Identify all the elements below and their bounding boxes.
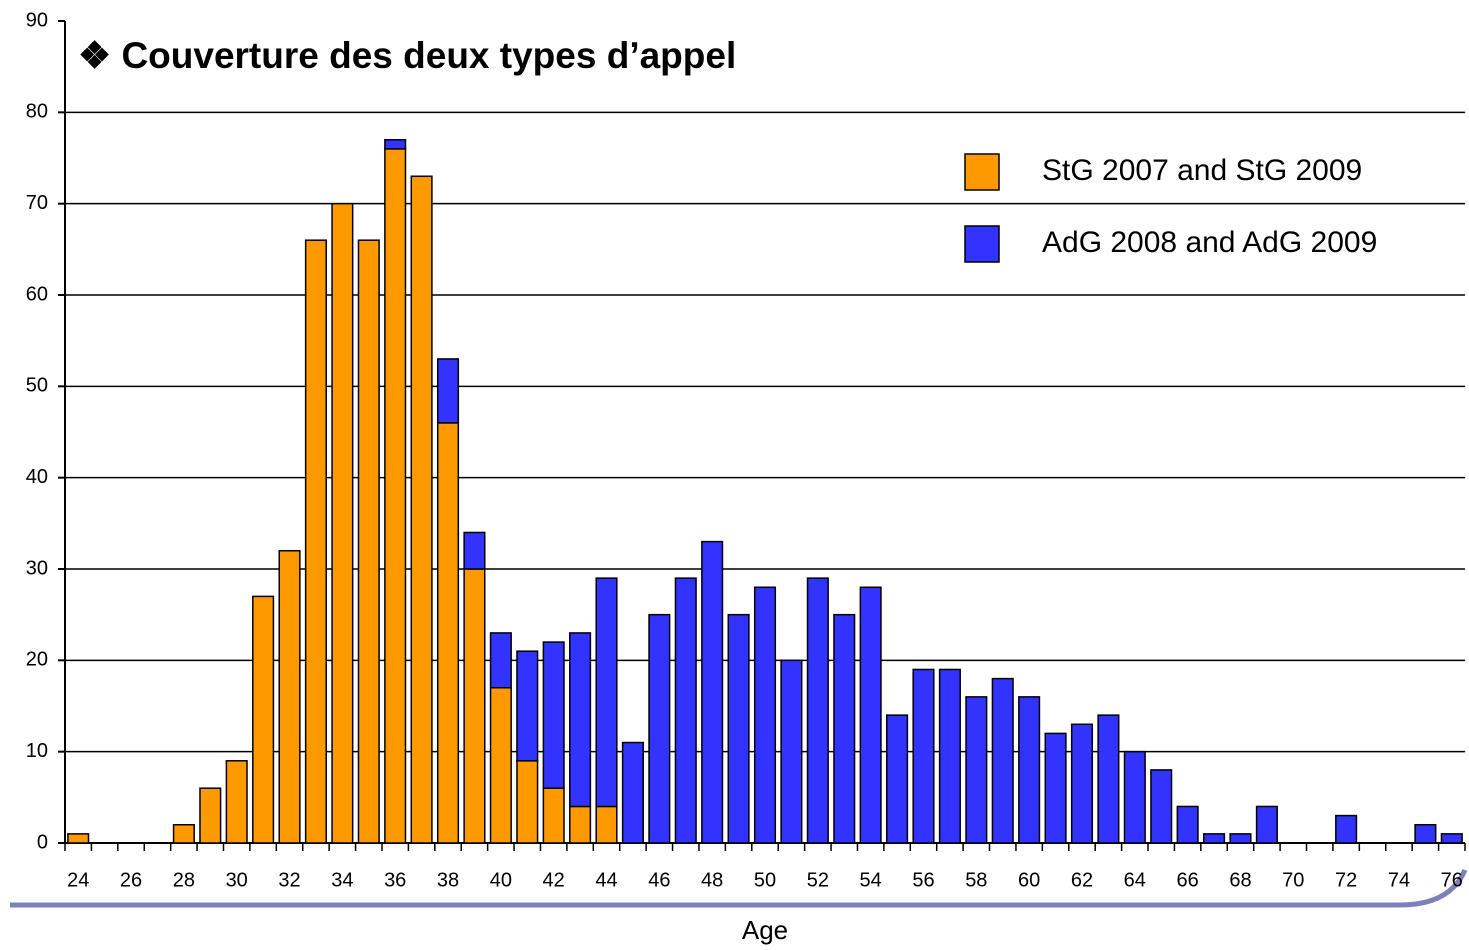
x-tick-label: 54 — [860, 869, 882, 891]
bar-segment — [727, 613, 750, 844]
bar-segment — [463, 531, 486, 570]
x-tick-label: 46 — [648, 869, 670, 891]
bar-segment — [1255, 805, 1278, 844]
x-tick-label: 52 — [807, 869, 829, 891]
x-tick-label: 40 — [490, 869, 512, 891]
y-tick-label: 50 — [26, 375, 48, 397]
bar-segment — [701, 540, 724, 844]
x-tick-label: 24 — [67, 869, 89, 891]
bar-segment — [542, 787, 565, 844]
bar-segment — [569, 805, 592, 844]
legend-swatch — [964, 225, 1000, 263]
x-tick-label: 26 — [120, 869, 142, 891]
x-tick-label: 66 — [1177, 869, 1199, 891]
x-tick-label: 64 — [1124, 869, 1146, 891]
bar-segment — [1440, 833, 1463, 844]
x-tick-label: 30 — [226, 869, 248, 891]
bar-segment — [542, 641, 565, 789]
bar-segment — [1203, 833, 1226, 844]
bar-segment — [991, 677, 1014, 844]
x-tick-label: 38 — [437, 869, 459, 891]
x-tick-label: 42 — [543, 869, 565, 891]
x-tick-label: 36 — [384, 869, 406, 891]
bar-segment — [331, 202, 354, 844]
bar-segment — [1150, 769, 1173, 844]
bar-segment — [965, 696, 988, 844]
x-tick-label: 32 — [278, 869, 300, 891]
bar-segment — [674, 577, 697, 844]
bar-segment — [886, 714, 909, 844]
y-tick-label: 90 — [26, 9, 48, 31]
bar-segment — [172, 823, 195, 844]
decorative-curve — [10, 868, 1468, 908]
bar-segment — [595, 577, 618, 808]
bar-segment — [463, 568, 486, 844]
x-tick-label: 60 — [1018, 869, 1040, 891]
bar-segment — [1335, 814, 1358, 844]
bar-segment — [516, 760, 539, 844]
bar-segment — [621, 741, 644, 844]
legend-swatch — [964, 153, 1000, 191]
x-tick-label: 50 — [754, 869, 776, 891]
x-tick-label: 72 — [1335, 869, 1357, 891]
bar-segment — [304, 239, 327, 844]
bar-segment — [436, 358, 460, 424]
y-tick-label: 40 — [26, 466, 48, 488]
x-tick-label: 62 — [1071, 869, 1093, 891]
x-tick-label: 28 — [173, 869, 195, 891]
bar-segment — [912, 668, 935, 844]
bar-segment — [806, 577, 829, 844]
y-tick-label: 20 — [26, 649, 48, 671]
bar-segment — [753, 586, 777, 844]
bar-segment — [938, 668, 961, 844]
bar-segment — [595, 805, 618, 844]
bar-segment — [252, 595, 275, 844]
bar-segment — [859, 586, 882, 844]
bar-segment — [1018, 696, 1041, 844]
y-tick-label: 60 — [26, 283, 48, 305]
bar-segment — [278, 549, 301, 844]
bar-segment — [489, 632, 512, 689]
bar-segment — [1070, 723, 1094, 844]
bar-segment — [833, 613, 856, 844]
bar-segment — [1414, 823, 1437, 844]
y-tick-label: 30 — [26, 557, 48, 579]
bar-segment — [1123, 750, 1146, 844]
bar-segment — [1097, 714, 1120, 844]
legend-label: StG 2007 and StG 2009 — [1042, 154, 1362, 187]
y-tick-label: 0 — [37, 831, 48, 853]
chart-title: ❖ Couverture des deux types d’appel — [78, 35, 736, 76]
x-tick-label: 70 — [1282, 869, 1304, 891]
x-tick-label: 76 — [1441, 869, 1463, 891]
bar-segment — [199, 787, 222, 844]
bar-segment — [780, 659, 803, 844]
bar-segment — [1229, 833, 1252, 844]
x-tick-label: 44 — [595, 869, 617, 891]
legend-label: AdG 2008 and AdG 2009 — [1042, 226, 1377, 259]
x-tick-label: 58 — [965, 869, 987, 891]
x-tick-label: 68 — [1229, 869, 1251, 891]
x-axis-label: Age — [742, 915, 788, 945]
bar-segment — [489, 686, 512, 844]
bar-segment — [384, 138, 407, 150]
bar-segment — [1176, 805, 1199, 844]
y-tick-label: 10 — [26, 740, 48, 762]
bar-segment — [516, 650, 539, 762]
x-tick-label: 48 — [701, 869, 723, 891]
x-tick-label: 74 — [1388, 869, 1410, 891]
bar-segment — [67, 833, 90, 844]
bar-segment — [410, 175, 433, 844]
bar-segment — [357, 239, 380, 844]
bar-segment — [569, 632, 592, 808]
y-tick-label: 70 — [26, 192, 48, 214]
bar-segment — [384, 148, 407, 844]
y-tick-label: 80 — [26, 101, 48, 123]
bar-segment — [1044, 732, 1067, 844]
bar-segment — [225, 760, 248, 844]
bar-segment — [436, 422, 460, 844]
x-tick-label: 34 — [331, 869, 353, 891]
bar-segment — [648, 613, 671, 844]
x-tick-label: 56 — [912, 869, 934, 891]
